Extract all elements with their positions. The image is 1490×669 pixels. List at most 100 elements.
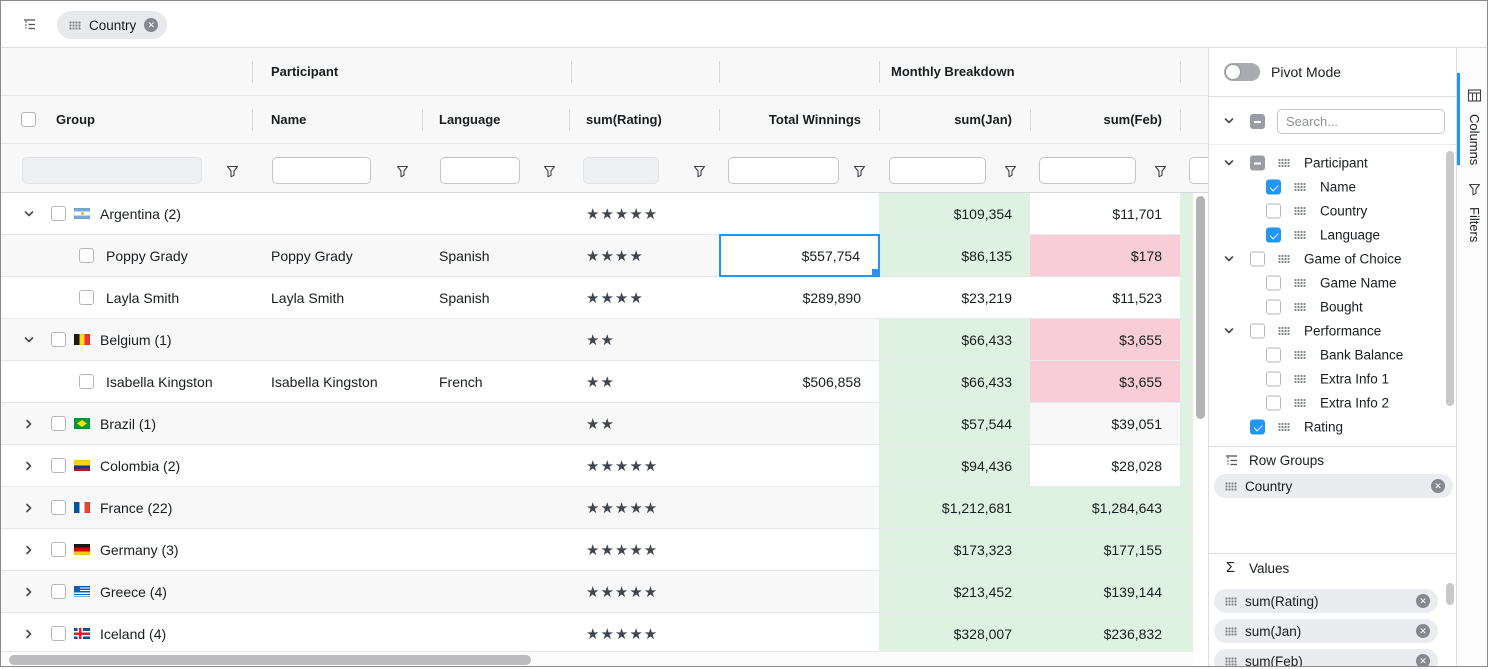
drag-handle-icon[interactable] bbox=[1294, 398, 1306, 408]
column-search-input[interactable] bbox=[1277, 109, 1445, 134]
row-expand-chevron-icon[interactable] bbox=[23, 502, 35, 514]
cell-name[interactable]: Layla Smith bbox=[271, 289, 345, 306]
column-tree-item-game-name[interactable]: Game Name bbox=[1209, 271, 1441, 295]
drag-handle-icon[interactable] bbox=[1294, 206, 1306, 216]
pivot-mode-toggle[interactable] bbox=[1224, 63, 1260, 81]
drag-handle-icon[interactable] bbox=[1225, 656, 1237, 666]
group-cell-label[interactable]: France (22) bbox=[100, 499, 173, 516]
column-header-6[interactable]: sum(Feb) bbox=[1103, 112, 1163, 127]
cell-sum-jan[interactable]: $86,135 bbox=[879, 235, 1030, 276]
vertical-scrollbar-thumb[interactable] bbox=[1196, 196, 1205, 419]
row-checkbox[interactable] bbox=[51, 416, 66, 431]
column-visibility-checkbox[interactable] bbox=[1266, 275, 1281, 291]
group-cell-label[interactable]: Layla Smith bbox=[106, 289, 180, 306]
drag-handle-icon[interactable] bbox=[1278, 158, 1290, 168]
select-all-rows-checkbox[interactable] bbox=[21, 112, 36, 127]
vertical-scrollbar[interactable] bbox=[1193, 193, 1208, 651]
column-tree-item-game-of-choice[interactable]: Game of Choice bbox=[1209, 247, 1441, 271]
cell-sum-mar-partial[interactable] bbox=[1180, 235, 1193, 276]
cell-rating[interactable]: ★★ bbox=[586, 373, 615, 391]
row-checkbox[interactable] bbox=[51, 458, 66, 473]
cell-sum-mar-partial[interactable] bbox=[1180, 403, 1193, 444]
drag-handle-icon[interactable] bbox=[1294, 230, 1306, 240]
cell-sum-jan[interactable]: $66,433 bbox=[879, 319, 1030, 360]
row-expand-chevron-icon[interactable] bbox=[23, 334, 35, 346]
value-chip-2[interactable]: sum(Feb) ✕ bbox=[1214, 649, 1438, 666]
column-header-0[interactable]: Group bbox=[56, 112, 95, 127]
horizontal-scrollbar[interactable] bbox=[1, 651, 1193, 666]
cell-sum-feb[interactable]: $28,028 bbox=[1111, 457, 1162, 474]
row-checkbox[interactable] bbox=[79, 248, 94, 263]
cell-rating[interactable]: ★★★★ bbox=[586, 247, 644, 265]
column-visibility-checkbox[interactable] bbox=[1266, 347, 1281, 363]
tree-expand-chevron-icon[interactable] bbox=[1223, 253, 1235, 265]
row-group-chip-country[interactable]: Country ✕ bbox=[1214, 474, 1453, 498]
column-visibility-checkbox[interactable] bbox=[1250, 323, 1265, 339]
values-scrollbar-thumb[interactable] bbox=[1446, 583, 1454, 605]
column-tree-item-country[interactable]: Country bbox=[1209, 199, 1441, 223]
row-checkbox[interactable] bbox=[51, 542, 66, 557]
drag-handle-icon[interactable] bbox=[1294, 182, 1306, 192]
column-tree-item-bought[interactable]: Bought bbox=[1209, 295, 1441, 319]
cell-rating[interactable]: ★★★★★ bbox=[586, 499, 659, 517]
cell-sum-jan[interactable]: $213,452 bbox=[879, 571, 1030, 612]
filter-funnel-icon-2[interactable] bbox=[539, 161, 559, 181]
column-visibility-checkbox[interactable] bbox=[1266, 227, 1281, 243]
group-cell-label[interactable]: Belgium (1) bbox=[100, 331, 172, 348]
row-group-chip-country[interactable]: Country ✕ bbox=[57, 11, 168, 39]
cell-name[interactable]: Isabella Kingston bbox=[271, 373, 378, 390]
filter-funnel-icon-6[interactable] bbox=[1150, 161, 1170, 181]
row-checkbox[interactable] bbox=[51, 626, 66, 641]
row-expand-chevron-icon[interactable] bbox=[23, 208, 35, 220]
tree-expand-chevron-icon[interactable] bbox=[1223, 325, 1235, 337]
row-checkbox[interactable] bbox=[51, 584, 66, 599]
cell-rating[interactable]: ★★ bbox=[586, 331, 615, 349]
drag-handle-icon[interactable] bbox=[1225, 481, 1237, 491]
cell-language[interactable]: Spanish bbox=[439, 247, 490, 264]
cell-sum-feb[interactable]: $177,155 bbox=[1030, 529, 1180, 570]
column-tree-item-rating[interactable]: Rating bbox=[1209, 415, 1441, 439]
tool-panel-scrollbar-thumb[interactable] bbox=[1446, 151, 1454, 406]
column-visibility-checkbox[interactable] bbox=[1266, 203, 1281, 219]
column-tree-item-bank-balance[interactable]: Bank Balance bbox=[1209, 343, 1441, 367]
group-cell-label[interactable]: Poppy Grady bbox=[106, 247, 188, 264]
row-expand-chevron-icon[interactable] bbox=[23, 544, 35, 556]
cell-rating[interactable]: ★★★★★ bbox=[586, 205, 659, 223]
cell-sum-feb[interactable]: $178 bbox=[1030, 235, 1180, 276]
group-cell-label[interactable]: Iceland (4) bbox=[100, 625, 167, 642]
cell-language[interactable]: French bbox=[439, 373, 483, 390]
row-expand-chevron-icon[interactable] bbox=[23, 418, 35, 430]
expand-all-chevron-icon[interactable] bbox=[1223, 115, 1235, 127]
filter-funnel-icon-1[interactable] bbox=[392, 161, 412, 181]
filter-input-overflow[interactable] bbox=[1189, 157, 1208, 184]
row-checkbox[interactable] bbox=[51, 500, 66, 515]
cell-rating[interactable]: ★★★★★ bbox=[586, 541, 659, 559]
cell-rating[interactable]: ★★★★★ bbox=[586, 625, 659, 643]
cell-sum-mar-partial[interactable] bbox=[1180, 487, 1193, 528]
drag-handle-icon[interactable] bbox=[1225, 626, 1237, 636]
cell-total-winnings[interactable]: $506,858 bbox=[802, 373, 861, 390]
column-visibility-checkbox[interactable] bbox=[1266, 395, 1281, 411]
cell-rating[interactable]: ★★★★★ bbox=[586, 583, 659, 601]
group-cell-label[interactable]: Argentina (2) bbox=[100, 205, 181, 222]
cell-rating[interactable]: ★★ bbox=[586, 415, 615, 433]
group-cell-label[interactable]: Colombia (2) bbox=[100, 457, 181, 474]
cell-sum-jan[interactable]: $66,433 bbox=[879, 361, 1030, 402]
cell-sum-mar-partial[interactable] bbox=[1180, 319, 1193, 360]
column-visibility-checkbox[interactable] bbox=[1266, 179, 1281, 195]
column-tree-item-extra-info-1[interactable]: Extra Info 1 bbox=[1209, 367, 1441, 391]
cell-sum-jan[interactable]: $173,323 bbox=[879, 529, 1030, 570]
cell-total-winnings-selected[interactable]: $557,754 bbox=[719, 234, 880, 277]
drag-handle-icon[interactable] bbox=[1278, 326, 1290, 336]
row-checkbox[interactable] bbox=[51, 332, 66, 347]
select-all-columns-checkbox[interactable] bbox=[1250, 114, 1265, 129]
row-checkbox[interactable] bbox=[79, 290, 94, 305]
row-expand-chevron-icon[interactable] bbox=[23, 460, 35, 472]
tab-columns[interactable]: Columns bbox=[1460, 88, 1487, 165]
cell-rating[interactable]: ★★★★ bbox=[586, 289, 644, 307]
cell-sum-jan[interactable]: $23,219 bbox=[961, 289, 1012, 306]
column-tree-item-language[interactable]: Language bbox=[1209, 223, 1441, 247]
cell-sum-mar-partial[interactable] bbox=[1180, 277, 1193, 318]
row-expand-chevron-icon[interactable] bbox=[23, 586, 35, 598]
tree-expand-chevron-icon[interactable] bbox=[1223, 157, 1235, 169]
